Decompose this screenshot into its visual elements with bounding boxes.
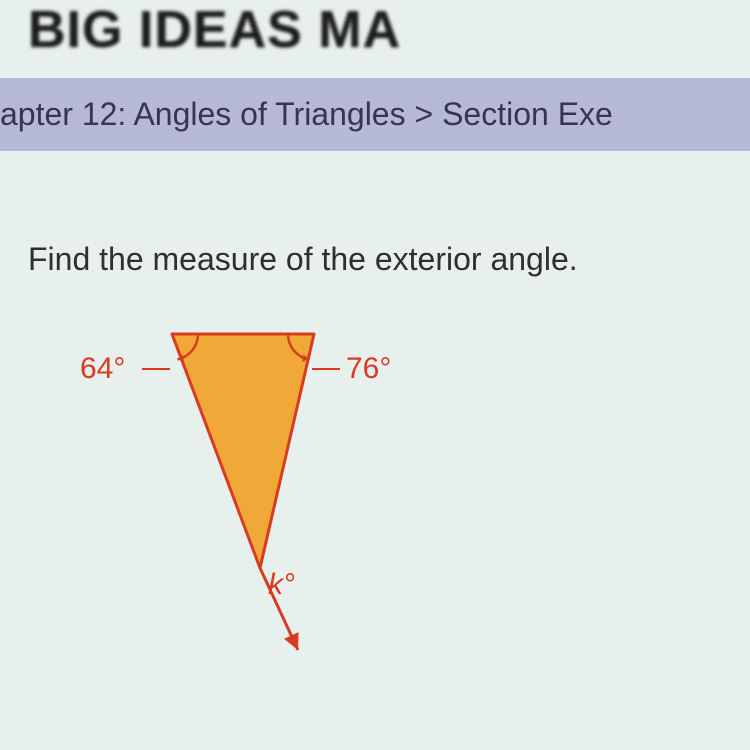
callout-line-left bbox=[142, 368, 170, 370]
question-text: Find the measure of the exterior angle. bbox=[28, 241, 730, 278]
breadcrumb: apter 12: Angles of Triangles > Section … bbox=[0, 78, 750, 151]
angle-label-exterior: k° bbox=[268, 568, 295, 602]
triangle-figure: 64° 76° k° bbox=[68, 318, 468, 658]
brand-title: BIG IDEAS MA bbox=[0, 0, 750, 78]
angle-label-right: 76° bbox=[346, 352, 391, 386]
angle-label-left: 64° bbox=[80, 352, 125, 386]
callout-line-right bbox=[312, 368, 340, 370]
triangle-shape bbox=[172, 334, 314, 568]
content-area: Find the measure of the exterior angle. … bbox=[0, 151, 750, 658]
triangle-svg bbox=[68, 318, 468, 658]
